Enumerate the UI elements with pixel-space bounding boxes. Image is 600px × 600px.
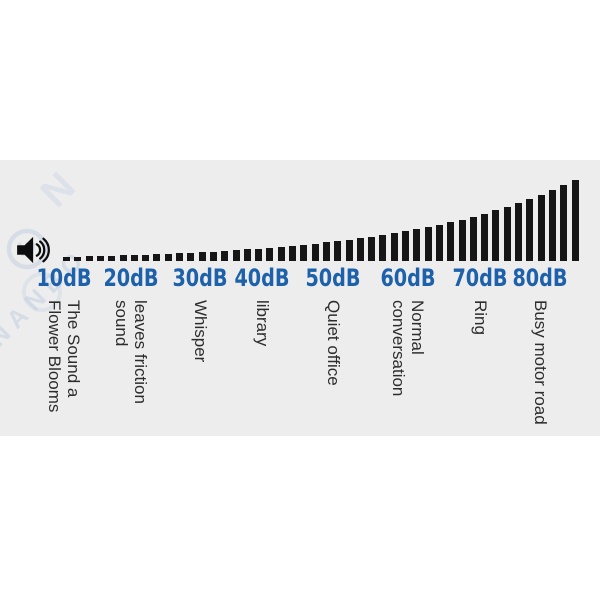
bar [300, 244, 308, 261]
bar [63, 257, 70, 261]
watermark-letter: N [32, 164, 84, 216]
description-line: leaves friction [131, 300, 150, 404]
bar [526, 199, 534, 261]
bar [311, 243, 319, 261]
bar [232, 250, 240, 261]
description-line: Whisper [190, 300, 210, 363]
description-line: The Sound a [64, 300, 83, 398]
db-label-20db: 20dB [103, 264, 159, 292]
bar [492, 210, 500, 261]
bar [130, 255, 138, 261]
description-label: Busy motor road [531, 300, 600, 425]
bar [424, 227, 432, 261]
bar [142, 254, 150, 261]
bar [345, 239, 353, 261]
bar [266, 247, 274, 261]
db-label-80db: 80dB [512, 264, 568, 292]
bar [560, 185, 568, 261]
description-line: library [252, 300, 272, 347]
bar [209, 251, 217, 261]
db-label-30db: 30dB [172, 264, 228, 292]
bar [85, 256, 93, 261]
bar [96, 256, 104, 261]
bar [243, 249, 251, 261]
bar [176, 253, 183, 261]
bar [402, 231, 409, 261]
bar [537, 194, 545, 261]
description-line: Quiet office [323, 300, 343, 386]
db-label-60db: 60dB [380, 264, 436, 292]
description-line: Flower Blooms [45, 300, 64, 413]
bar [289, 245, 296, 261]
db-label-40db: 40dB [234, 264, 290, 292]
description-line: conversation [389, 300, 408, 397]
bar [515, 203, 522, 261]
bar [413, 229, 421, 261]
bar [198, 252, 206, 261]
bar [322, 242, 330, 261]
bar [356, 238, 364, 261]
bar [368, 236, 376, 261]
db-label-10db: 10dB [36, 264, 92, 292]
db-label-50db: 50dB [305, 264, 361, 292]
bar [221, 250, 229, 261]
bar [164, 253, 172, 261]
bar [379, 235, 387, 261]
bar [153, 254, 161, 261]
bar [548, 190, 556, 261]
description-label: Ring [471, 300, 525, 335]
watermark: W N NANBO [0, 160, 600, 436]
bar [481, 213, 489, 261]
bar [108, 255, 116, 261]
bar [435, 224, 443, 261]
speaker-volume-icon [17, 236, 50, 264]
bar [571, 180, 579, 261]
bar [255, 248, 263, 261]
bar [74, 256, 82, 261]
db-label-70db: 70dB [452, 264, 508, 292]
bar [390, 233, 398, 261]
bar [119, 255, 127, 261]
bar [458, 219, 466, 261]
description-line: Ring [470, 300, 490, 335]
bar [447, 222, 455, 261]
description-label: library [253, 300, 318, 346]
description-line: sound [112, 300, 131, 347]
bar [334, 241, 342, 261]
bar [277, 246, 285, 261]
bar [187, 252, 195, 261]
description-line: Normal [408, 300, 427, 355]
description-line: Busy motor road [530, 300, 550, 425]
bar [503, 206, 511, 261]
bar [469, 216, 477, 261]
